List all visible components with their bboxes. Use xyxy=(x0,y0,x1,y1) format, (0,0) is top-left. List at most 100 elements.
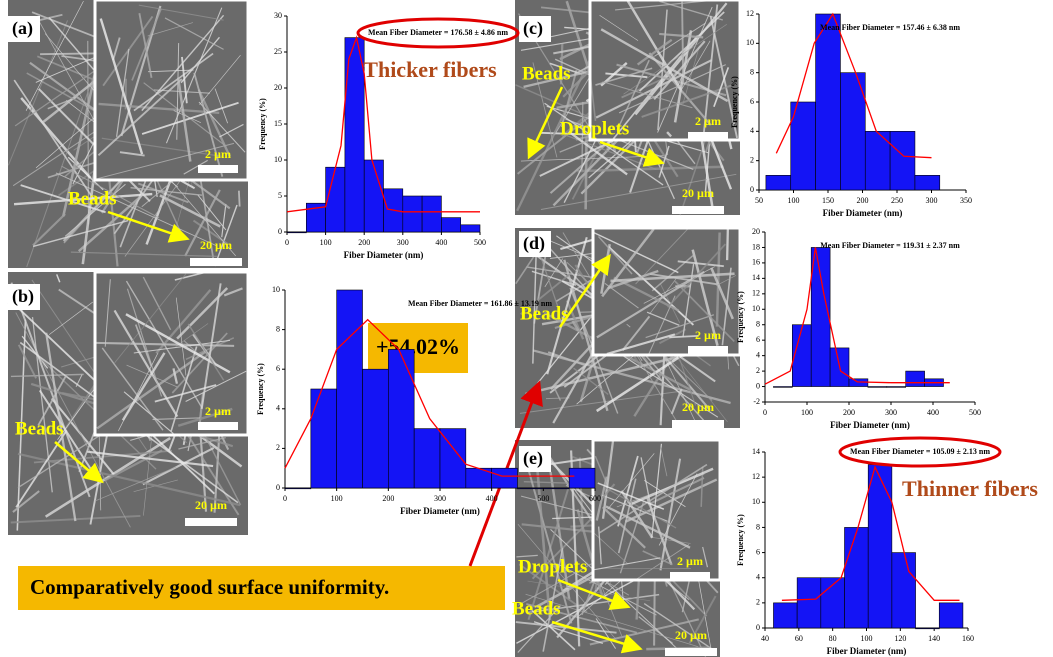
x-tick-label: 400 xyxy=(435,238,447,247)
panel-label: (a) xyxy=(12,18,33,39)
bar xyxy=(403,196,422,232)
y-tick-label: 10 xyxy=(752,304,760,313)
y-tick-label: 5 xyxy=(278,191,282,200)
x-tick-label: 500 xyxy=(969,408,981,417)
bar xyxy=(939,603,963,628)
y-axis-label: Frequency (%) xyxy=(736,291,745,343)
y-tick-label: 6 xyxy=(756,547,760,556)
scale-bar xyxy=(190,258,242,266)
bar xyxy=(892,553,916,628)
figure: (a)2 µm20 µmBeads(b)2 µm20 µmBeads(c)2 µ… xyxy=(0,0,1053,657)
scale-bar xyxy=(672,420,724,428)
bar xyxy=(461,225,480,232)
bar xyxy=(518,488,544,489)
x-tick-label: 300 xyxy=(397,238,409,247)
x-tick-label: 0 xyxy=(285,238,289,247)
x-tick-label: 200 xyxy=(358,238,370,247)
bar xyxy=(890,131,915,190)
scale-label: 20 µm xyxy=(682,186,714,200)
y-axis-label: Frequency (%) xyxy=(256,363,265,415)
x-tick-label: 120 xyxy=(894,634,906,643)
y-axis-label: Frequency (%) xyxy=(736,514,745,566)
bar xyxy=(285,488,311,489)
scale-label: 20 µm xyxy=(682,400,714,414)
y-tick-label: 15 xyxy=(274,119,282,128)
bar xyxy=(311,389,337,488)
panel-label: (e) xyxy=(523,448,543,469)
x-tick-label: 100 xyxy=(788,196,800,205)
x-tick-label: 80 xyxy=(829,634,837,643)
y-tick-label: 8 xyxy=(756,320,760,329)
x-axis-label: Fiber Diameter (nm) xyxy=(827,646,907,656)
y-tick-label: 2 xyxy=(750,155,754,164)
scale-label: 2 µm xyxy=(205,404,231,418)
bar xyxy=(887,387,906,388)
y-tick-label: 12 xyxy=(746,9,754,18)
panel-label: (c) xyxy=(523,18,543,39)
panel-label: (d) xyxy=(523,233,545,254)
bar xyxy=(811,247,830,386)
y-tick-label: 8 xyxy=(276,324,280,333)
x-tick-label: 100 xyxy=(861,634,873,643)
y-tick-label: 6 xyxy=(276,364,280,373)
feature-label: Droplets xyxy=(560,118,629,139)
emphasis-annotation: Thinner fibers xyxy=(902,476,1038,501)
x-tick-label: 500 xyxy=(474,238,486,247)
x-tick-label: 0 xyxy=(283,494,287,503)
y-axis-label: Frequency (%) xyxy=(730,76,739,128)
x-tick-label: 250 xyxy=(891,196,903,205)
y-tick-label: 18 xyxy=(752,242,760,251)
mean-annotation: Mean Fiber Diameter = 176.58 ± 4.86 nm xyxy=(368,28,508,37)
x-tick-label: 100 xyxy=(331,494,343,503)
scale-label: 20 µm xyxy=(200,238,232,252)
x-tick-label: 300 xyxy=(926,196,938,205)
scale-bar xyxy=(665,648,717,656)
y-tick-label: 0 xyxy=(750,185,754,194)
x-tick-label: 200 xyxy=(857,196,869,205)
bar xyxy=(414,429,440,488)
x-tick-label: 160 xyxy=(962,634,974,643)
x-tick-label: 600 xyxy=(589,494,601,503)
x-tick-label: 50 xyxy=(755,196,763,205)
y-tick-label: 2 xyxy=(276,443,280,452)
y-tick-label: 0 xyxy=(756,381,760,390)
y-axis-label: Frequency (%) xyxy=(258,98,267,150)
x-axis-label: Fiber Diameter (nm) xyxy=(830,420,910,430)
y-tick-label: 14 xyxy=(752,273,760,282)
bar xyxy=(388,349,414,488)
bar xyxy=(569,468,595,488)
y-tick-label: 0 xyxy=(276,483,280,492)
scale-label: 20 µm xyxy=(195,498,227,512)
conclusion-callout: Comparatively good surface uniformity. xyxy=(30,575,389,599)
fit-curve xyxy=(765,248,950,385)
scale-bar xyxy=(198,422,238,430)
feature-label: Beads xyxy=(15,418,64,439)
x-tick-label: 400 xyxy=(927,408,939,417)
bar xyxy=(797,578,821,628)
scale-bar xyxy=(688,346,728,354)
y-tick-label: 25 xyxy=(274,47,282,56)
fiber xyxy=(682,2,683,83)
scale-bar xyxy=(198,165,238,173)
y-tick-label: 2 xyxy=(756,366,760,375)
bar xyxy=(441,218,460,232)
bar xyxy=(773,603,797,628)
y-tick-label: 4 xyxy=(750,126,754,135)
bar xyxy=(868,387,887,388)
x-tick-label: 140 xyxy=(928,634,940,643)
y-tick-label: 10 xyxy=(274,155,282,164)
panel-label: (b) xyxy=(12,286,34,307)
scale-bar xyxy=(688,132,728,140)
mean-annotation: Mean Fiber Diameter = 157.46 ± 6.38 nm xyxy=(820,23,960,32)
bar xyxy=(915,175,940,190)
feature-label: Beads xyxy=(68,188,117,209)
bar xyxy=(792,325,811,387)
x-tick-label: 200 xyxy=(382,494,394,503)
bar xyxy=(492,468,518,488)
scale-label: 2 µm xyxy=(677,554,703,568)
y-tick-label: 10 xyxy=(272,285,280,294)
x-tick-label: 400 xyxy=(486,494,498,503)
y-tick-label: 10 xyxy=(746,38,754,47)
x-tick-label: 60 xyxy=(795,634,803,643)
scale-bar xyxy=(185,518,237,526)
